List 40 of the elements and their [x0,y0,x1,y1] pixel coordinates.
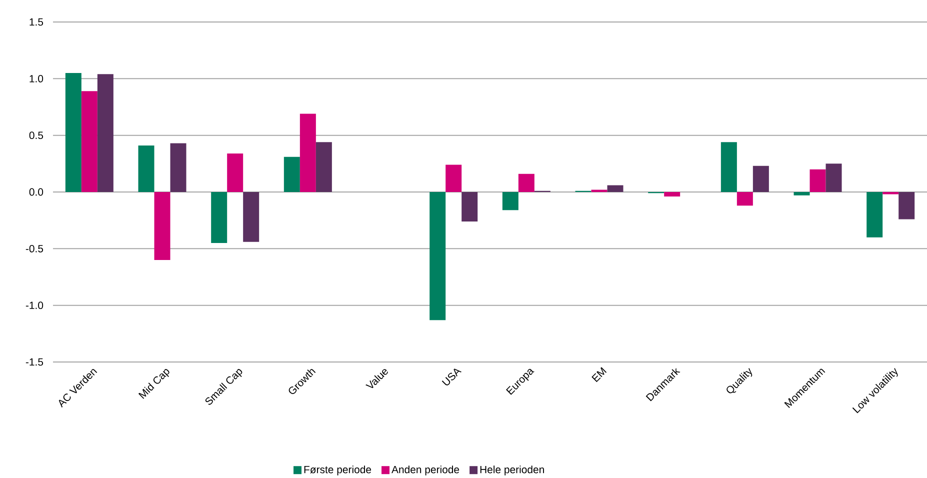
bar [446,164,462,192]
bar [607,185,624,192]
x-tick-label: EM [592,367,607,382]
y-tick-label: 1.5 [30,18,44,26]
x-tick-label: Mid Cap [138,369,170,399]
bar [138,146,154,192]
bar [720,142,737,192]
y-tick-label: -1.0 [26,302,44,310]
legend-label: Første periode [304,466,372,476]
legend-label: Anden periode [392,466,460,476]
bar [794,192,810,196]
bar [664,192,680,197]
y-tick-label: -1.5 [26,358,44,366]
y-tick-label: 1.0 [30,74,44,82]
bar [316,142,332,192]
bar [170,143,186,192]
bar [243,192,260,242]
bar [810,169,826,192]
bar [430,192,446,320]
bar [81,91,98,192]
bar [97,74,114,192]
bar [752,166,769,192]
y-tick-label: -0.5 [26,244,44,252]
bar [154,192,170,260]
y-tick-label: 0.0 [29,188,44,196]
bar [284,156,300,192]
bar [462,192,478,222]
bar [65,73,82,192]
bar [898,192,915,220]
bar [300,114,316,192]
bar [227,153,244,192]
bar [736,192,753,206]
bar [518,174,534,192]
bar [211,192,228,243]
y-tick-label: 0.5 [29,132,44,140]
bar [866,192,883,238]
legend-label: Hele perioden [480,466,544,476]
bar [502,192,518,210]
x-tick-label: USA [442,368,462,386]
bar [826,164,842,192]
